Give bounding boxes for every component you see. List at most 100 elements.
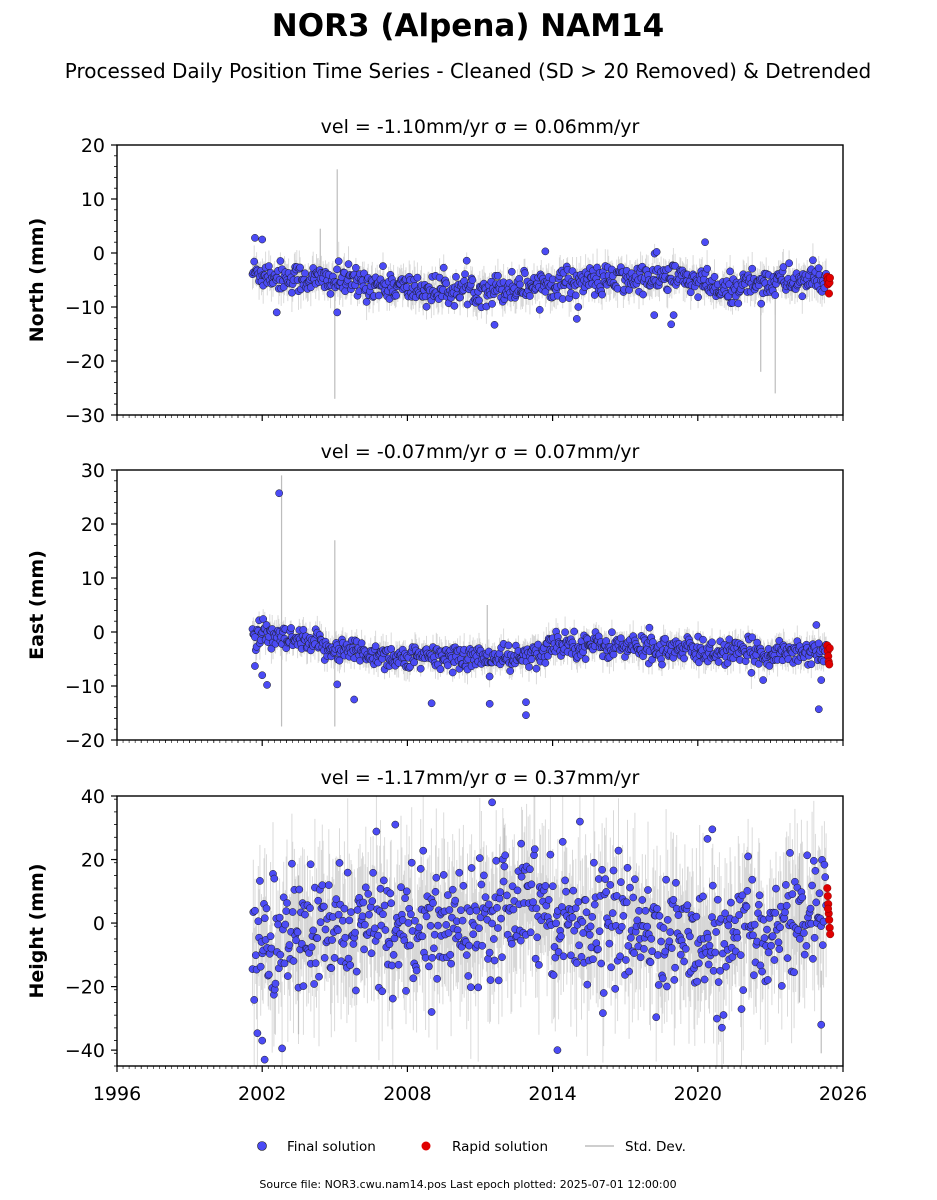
final-point (622, 898, 631, 907)
final-point (557, 932, 565, 941)
final-point (608, 909, 617, 917)
final-point-outlier (260, 1055, 269, 1064)
final-point (727, 898, 735, 907)
final-point (735, 911, 743, 919)
y-tick-label: 0 (93, 243, 105, 265)
final-point (484, 900, 493, 909)
final-point (468, 276, 477, 284)
y-tick-label: 40 (81, 786, 105, 808)
final-point (594, 945, 602, 954)
final-point (527, 880, 536, 889)
rapid-solution-points (823, 272, 834, 298)
final-point (352, 986, 360, 995)
final-point (411, 916, 419, 925)
y-tick-label: −20 (65, 351, 105, 373)
y-tick-label: 10 (81, 568, 105, 590)
final-point (310, 980, 318, 988)
final-point (661, 634, 670, 643)
final-point (658, 974, 667, 983)
final-point (477, 880, 486, 889)
final-point (710, 272, 719, 281)
final-point (494, 271, 502, 280)
final-point (800, 929, 808, 937)
final-point (253, 1029, 262, 1038)
y-axis-label: Height (mm) (26, 863, 48, 998)
final-point (692, 912, 701, 921)
final-point (699, 635, 707, 644)
final-point (782, 881, 790, 889)
final-point (416, 664, 425, 673)
final-point (401, 894, 409, 903)
final-point (415, 923, 423, 932)
footer-source: Source file: NOR3.cwu.nam14.pos Last epo… (259, 1178, 676, 1191)
final-point (541, 882, 550, 890)
final-point-outlier (708, 825, 717, 834)
final-point-outlier (814, 705, 823, 714)
final-point (256, 877, 264, 885)
final-point (586, 922, 595, 931)
final-point (251, 951, 260, 960)
final-point (360, 945, 368, 954)
legend-rapid-label: Rapid solution (452, 1139, 548, 1155)
final-point (770, 956, 779, 964)
final-point (760, 934, 769, 942)
rapid-point (825, 644, 834, 653)
final-point (617, 634, 625, 643)
final-point (808, 881, 816, 890)
final-point (346, 961, 355, 969)
final-point (549, 971, 558, 979)
final-point (293, 928, 302, 937)
final-point (779, 263, 788, 271)
final-point (661, 947, 670, 956)
final-point (521, 269, 529, 278)
final-point (663, 982, 671, 991)
final-point (442, 921, 451, 929)
final-point (777, 982, 786, 990)
final-point (654, 981, 663, 989)
final-point (663, 286, 672, 295)
final-point (387, 645, 396, 653)
final-point-outlier (258, 235, 267, 244)
final-point (550, 943, 559, 951)
final-point (492, 856, 501, 865)
final-point (646, 958, 655, 967)
final-point (742, 902, 751, 911)
final-point-outlier (350, 695, 359, 704)
final-point (541, 287, 550, 296)
final-point (728, 953, 737, 961)
final-point (611, 984, 620, 993)
rapid-point (823, 892, 832, 901)
rapid-point (826, 930, 835, 939)
legend-final-marker (257, 1141, 267, 1151)
final-point (815, 889, 824, 898)
final-point (299, 625, 308, 634)
final-point-outlier (522, 698, 530, 707)
final-point (812, 898, 821, 907)
final-point (517, 872, 526, 881)
final-point (372, 827, 381, 836)
final-point (626, 883, 634, 892)
final-point (352, 263, 360, 272)
final-point (364, 890, 373, 898)
final-point (428, 953, 437, 962)
final-point (271, 979, 280, 988)
final-point (602, 888, 611, 896)
final-point (652, 1013, 661, 1022)
final-point (665, 937, 674, 946)
final-point (381, 926, 390, 934)
final-point (419, 846, 428, 855)
final-point-outlier (572, 315, 581, 323)
final-point-outlier (333, 308, 342, 317)
final-point (671, 963, 679, 972)
final-point (802, 942, 811, 950)
final-point (341, 933, 350, 942)
final-point (605, 939, 614, 948)
final-point (744, 852, 752, 861)
final-point (672, 878, 680, 887)
final-point (576, 817, 584, 826)
final-point-outlier (703, 835, 712, 843)
final-point (558, 295, 567, 303)
final-point-outlier (391, 820, 400, 829)
final-point (631, 875, 639, 884)
final-point (461, 270, 469, 278)
